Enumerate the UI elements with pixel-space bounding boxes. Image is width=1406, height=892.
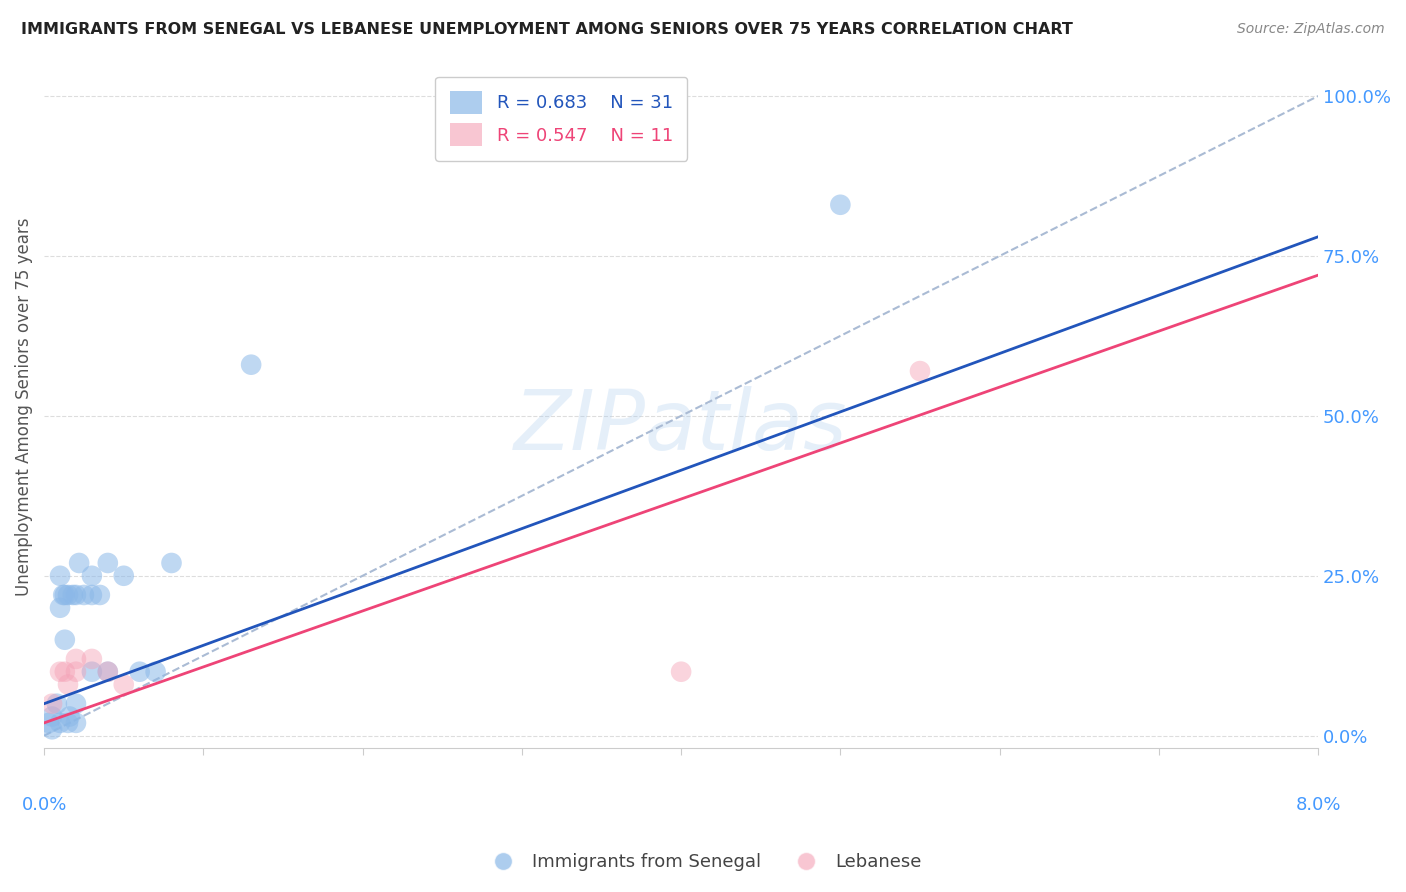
Point (67, 556, 90, 570)
Text: 8.0%: 8.0% (1295, 797, 1341, 814)
Point (73, 588, 96, 602)
Point (830, 198, 852, 212)
Point (52, 588, 75, 602)
Point (58, 709, 80, 723)
Point (53, 588, 76, 602)
Point (97, 556, 120, 570)
Point (65, 715, 87, 730)
Text: 0.0%: 0.0% (21, 797, 67, 814)
Point (49, 715, 72, 730)
Point (56, 715, 79, 730)
Point (62, 588, 84, 602)
Y-axis label: Unemployment Among Seniors over 75 years: Unemployment Among Seniors over 75 years (15, 217, 32, 596)
Point (49, 568, 72, 582)
Point (80, 588, 103, 602)
Point (49, 665, 72, 679)
Point (97, 665, 120, 679)
Point (56, 588, 79, 602)
Point (53, 632, 76, 647)
Point (160, 556, 183, 570)
Point (89, 588, 111, 602)
Point (80, 665, 103, 679)
Point (56, 677, 79, 691)
Point (53, 665, 76, 679)
Point (65, 665, 87, 679)
Legend: R = 0.683    N = 31, R = 0.547    N = 11: R = 0.683 N = 31, R = 0.547 N = 11 (436, 77, 688, 161)
Point (41, 723, 63, 737)
Point (240, 358, 263, 372)
Point (80, 652, 103, 666)
Text: ZIPatlas: ZIPatlas (515, 386, 848, 467)
Point (65, 588, 87, 602)
Point (97, 665, 120, 679)
Point (41, 709, 63, 723)
Point (49, 600, 72, 615)
Point (41, 697, 63, 711)
Point (908, 364, 931, 378)
Legend: Immigrants from Senegal, Lebanese: Immigrants from Senegal, Lebanese (478, 847, 928, 879)
Point (112, 568, 135, 582)
Text: Source: ZipAtlas.com: Source: ZipAtlas.com (1237, 22, 1385, 37)
Point (45, 697, 67, 711)
Point (145, 665, 167, 679)
Text: IMMIGRANTS FROM SENEGAL VS LEBANESE UNEMPLOYMENT AMONG SENIORS OVER 75 YEARS COR: IMMIGRANTS FROM SENEGAL VS LEBANESE UNEM… (21, 22, 1073, 37)
Point (38, 715, 60, 730)
Point (112, 677, 135, 691)
Point (669, 665, 692, 679)
Point (65, 697, 87, 711)
Point (128, 665, 150, 679)
Point (65, 652, 87, 666)
Point (80, 568, 103, 582)
